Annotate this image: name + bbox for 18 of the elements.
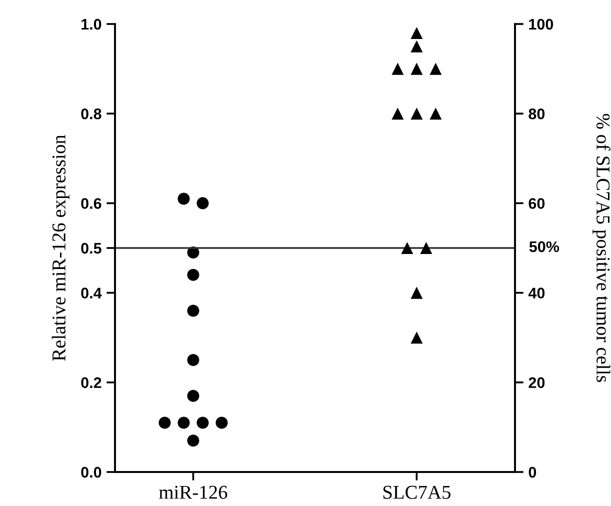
y2-tick-label: 100 [529, 18, 554, 30]
y-tick-label: 0.8 [81, 108, 102, 120]
y2-tick-label: 60 [528, 198, 545, 209]
y-tick-label: 0.2 [81, 377, 102, 388]
y-tick-label: 0.4 [81, 288, 102, 298]
y-tick-label: 0.5 [81, 242, 102, 254]
y2-axis-title: % of SLC7A5 positive tumor cells [592, 114, 610, 382]
y-axis-title: Relative miR-126 expression [52, 134, 70, 361]
y2-tick-label: 80 [528, 108, 545, 120]
x-tick-label: SLC7A5 [383, 486, 450, 499]
y2-tick-label: 0 [528, 466, 536, 478]
y2-tick-label: 40 [528, 288, 545, 298]
y-tick-label: 0.0 [81, 466, 102, 478]
y2-tick-label: 20 [528, 377, 545, 388]
y-tick-label: 0.6 [81, 198, 102, 209]
x-tick-label: miR-126 [159, 486, 228, 499]
y-tick-label: 1.0 [82, 18, 102, 30]
ref-line-label: 50% [529, 241, 560, 252]
